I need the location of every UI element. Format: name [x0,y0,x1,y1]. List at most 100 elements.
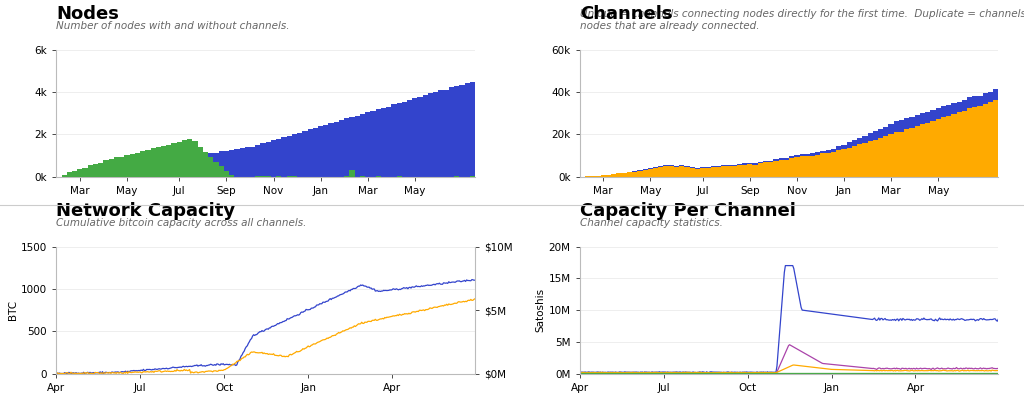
Bar [265,142,271,177]
Bar [642,170,648,177]
Bar [156,147,161,177]
Bar [145,162,151,177]
Bar [993,100,998,177]
Bar [307,129,312,177]
Bar [716,167,721,177]
Bar [674,166,679,167]
Bar [276,176,282,177]
Bar [627,172,632,173]
Bar [166,144,171,177]
Bar [689,168,695,177]
Bar [936,120,941,177]
Bar [736,166,742,177]
Bar [88,165,93,177]
Bar [925,122,931,177]
Bar [904,118,909,129]
Bar [193,156,198,177]
Bar [177,158,182,177]
Bar [632,171,637,172]
Bar [648,168,653,177]
Bar [255,145,260,177]
Bar [962,100,967,111]
Bar [161,146,166,177]
Bar [805,154,810,156]
Bar [867,133,872,141]
Bar [98,169,103,177]
Bar [401,102,407,177]
Bar [664,166,669,177]
Bar [637,170,642,171]
Bar [820,151,825,154]
Bar [815,155,820,177]
Bar [679,166,684,177]
Bar [433,93,438,177]
Bar [124,166,130,177]
Bar [711,166,716,167]
Bar [852,146,857,177]
Bar [428,93,433,177]
Bar [914,115,920,126]
Bar [800,156,805,177]
Bar [218,166,224,177]
Bar [324,125,329,177]
Bar [396,103,401,177]
Bar [177,142,182,177]
Bar [763,161,768,162]
Bar [109,168,114,177]
Bar [731,166,736,177]
Bar [119,166,124,177]
Bar [224,151,229,177]
Bar [601,175,606,177]
Bar [689,167,695,168]
Bar [349,117,354,177]
Bar [931,121,936,177]
Bar [135,153,140,177]
Bar [768,162,773,177]
Bar [842,145,847,149]
Text: Channel capacity statistics.: Channel capacity statistics. [580,217,723,227]
Bar [349,171,354,177]
Bar [334,122,339,177]
Bar [203,154,208,177]
Bar [585,176,590,177]
Bar [867,141,872,177]
Bar [716,166,721,167]
Bar [595,176,601,177]
Bar [93,170,98,177]
Bar [842,149,847,177]
Bar [857,138,862,144]
Bar [83,172,88,177]
Bar [753,163,758,164]
Bar [292,134,297,177]
Bar [951,103,956,114]
Bar [847,142,852,148]
Bar [653,168,658,177]
Bar [967,98,972,108]
Bar [931,110,936,121]
Y-axis label: Satoshis: Satoshis [536,288,546,332]
Bar [213,153,218,177]
Bar [438,90,443,177]
Bar [391,105,396,177]
Bar [67,172,72,177]
Bar [684,166,689,167]
Bar [899,132,904,177]
Bar [810,156,815,177]
Bar [161,160,166,177]
Bar [783,160,790,177]
Bar [706,168,711,177]
Bar [140,151,145,177]
Bar [292,176,297,177]
Bar [695,168,700,177]
Bar [193,142,198,177]
Bar [920,113,925,124]
Bar [297,133,302,177]
Bar [778,160,783,177]
Bar [658,166,664,177]
Bar [956,102,962,112]
Bar [418,97,423,177]
Bar [470,82,475,177]
Bar [837,146,842,150]
Bar [250,146,255,177]
Bar [234,149,240,177]
